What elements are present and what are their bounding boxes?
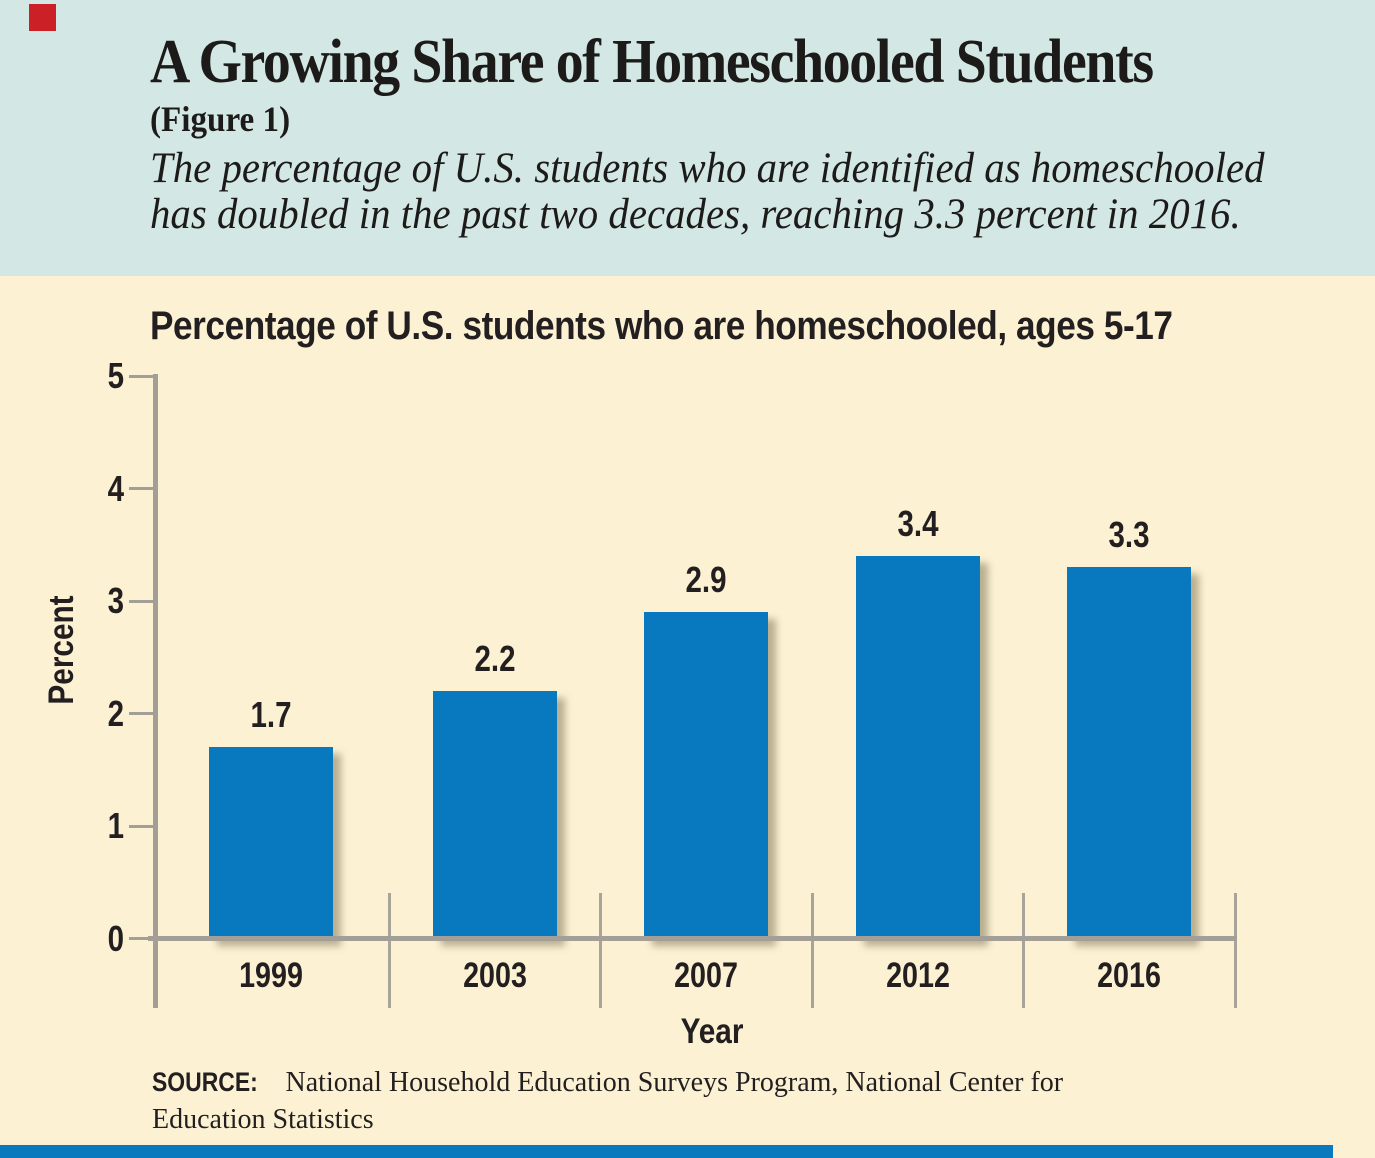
figure-subtitle: The percentage of U.S. students who are … bbox=[150, 146, 1265, 238]
x-axis-line bbox=[148, 936, 1237, 941]
figure-number-label: (Figure 1) bbox=[150, 99, 291, 139]
x-tick-label-2016: 2016 bbox=[1097, 956, 1162, 995]
y-tick-1 bbox=[129, 824, 153, 828]
figure-subtitle-line1: The percentage of U.S. students who are … bbox=[150, 145, 1265, 192]
x-tick-label-1999: 1999 bbox=[239, 956, 303, 995]
figure-subtitle-line2: has doubled in the past two decades, rea… bbox=[150, 191, 1241, 238]
y-tick-label-1: 1 bbox=[107, 805, 124, 846]
chart-title: Percentage of U.S. students who are home… bbox=[150, 304, 1173, 348]
y-tick-label-0: 0 bbox=[107, 917, 124, 959]
brand-red-square bbox=[29, 4, 56, 31]
source-label: SOURCE: bbox=[152, 1067, 258, 1097]
category-separator-tick-0 bbox=[387, 893, 391, 1008]
y-axis-line bbox=[153, 374, 158, 1008]
figure-title: A Growing Share of Homeschooled Students bbox=[150, 28, 1154, 96]
bar-value-label-1999: 1.7 bbox=[250, 694, 292, 736]
y-tick-label-3: 3 bbox=[107, 580, 124, 621]
bar-2003 bbox=[432, 691, 557, 939]
bar-2012 bbox=[855, 556, 980, 939]
y-tick-4 bbox=[129, 487, 153, 490]
bar-value-label-2007: 2.9 bbox=[685, 559, 727, 601]
x-tick-label-2003: 2003 bbox=[462, 956, 527, 995]
y-tick-0 bbox=[129, 937, 153, 940]
category-separator-tick-3 bbox=[1022, 893, 1025, 1008]
figure-header: A Growing Share of Homeschooled Students… bbox=[0, 0, 1375, 276]
y-tick-2 bbox=[129, 712, 153, 715]
y-tick-3 bbox=[129, 599, 153, 603]
x-tick-label-2007: 2007 bbox=[674, 956, 739, 995]
category-separator-tick-2 bbox=[810, 893, 814, 1008]
source-text-line2: Education Statistics bbox=[152, 1104, 374, 1135]
x-tick-label-2012: 2012 bbox=[885, 956, 950, 995]
category-separator-tick-4 bbox=[1233, 893, 1237, 1008]
y-tick-label-5: 5 bbox=[107, 355, 124, 396]
category-separator-tick-1 bbox=[599, 893, 602, 1008]
bar-value-label-2016: 3.3 bbox=[1108, 514, 1150, 556]
brand-bottom-strip bbox=[0, 1145, 1333, 1158]
y-tick-label-2: 2 bbox=[107, 692, 124, 734]
y-tick-5 bbox=[129, 374, 153, 378]
y-tick-label-4: 4 bbox=[107, 467, 124, 509]
bar-2007 bbox=[644, 612, 769, 939]
source-note: SOURCE: National Household Education Sur… bbox=[152, 1064, 1063, 1138]
bar-2016 bbox=[1067, 567, 1192, 939]
x-axis-title: Year bbox=[680, 1012, 744, 1051]
bar-value-label-2012: 3.4 bbox=[897, 503, 939, 544]
source-text-line1: National Household Education Surveys Pro… bbox=[285, 1067, 1064, 1098]
bar-value-label-2003: 2.2 bbox=[474, 638, 516, 679]
bar-1999 bbox=[209, 747, 333, 939]
